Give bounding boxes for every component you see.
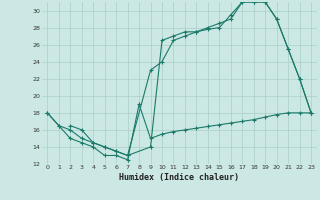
X-axis label: Humidex (Indice chaleur): Humidex (Indice chaleur) (119, 173, 239, 182)
